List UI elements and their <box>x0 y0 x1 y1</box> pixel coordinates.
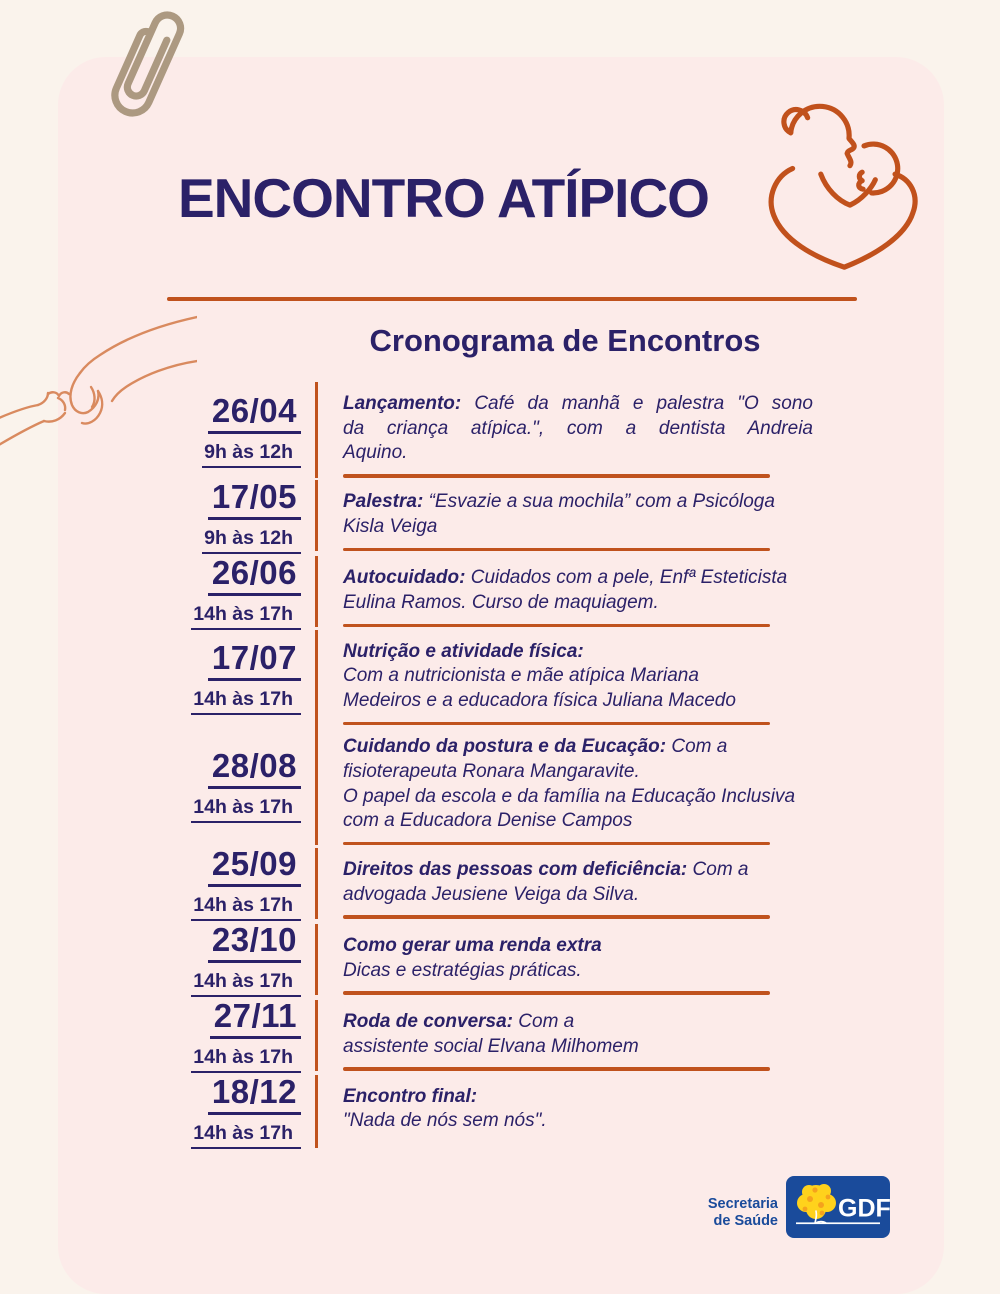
row-divider <box>343 721 770 726</box>
event-description: Lançamento: Café da manhã e palestra "O … <box>343 393 814 464</box>
event-description: Autocuidado: Cuidados com a pele, Enfª E… <box>343 567 788 613</box>
schedule-row-9: 18/12 14h às 17h Encontro final: "Nada de… <box>58 1073 814 1150</box>
event-time: 14h às 17h <box>191 970 301 998</box>
secretaria-de-saude-logo: Secretaria de Saúde <box>707 1196 778 1229</box>
schedule-row-3: 26/06 14h às 17h Autocuidado: Cuidados c… <box>58 554 814 630</box>
mother-head-line <box>788 103 857 169</box>
row-divider <box>343 474 770 478</box>
event-date: 26/06 <box>207 554 301 596</box>
row-divider <box>343 547 770 551</box>
event-description: Nutrição e atividade física: Com a nutric… <box>343 640 736 711</box>
header-divider <box>167 297 857 301</box>
event-description: Roda de conversa: Com a assistente social… <box>343 1010 639 1057</box>
event-date: 28/08 <box>207 747 301 790</box>
event-time: 14h às 17h <box>191 688 301 716</box>
event-time: 14h às 17h <box>191 894 301 922</box>
event-date: 18/12 <box>207 1073 301 1116</box>
event-description: Direitos das pessoas com deficiência: Co… <box>343 858 749 905</box>
schedule-list: 26/04 9h às 12h Lançamento: Café da manh… <box>58 382 814 1150</box>
event-date: 17/05 <box>207 478 301 520</box>
event-description: Encontro final: "Nada de nós sem nós". <box>343 1085 547 1132</box>
schedule-row-6: 25/09 14h às 17h Direitos das pessoas co… <box>58 845 814 922</box>
holding-hands-icon <box>0 315 197 446</box>
event-description: Como gerar uma renda extra Dicas e estrat… <box>343 934 602 981</box>
schedule-row-1: 26/04 9h às 12h Lançamento: Café da manh… <box>58 382 814 478</box>
schedule-row-4: 17/07 14h às 17h Nutrição e atividade fí… <box>58 629 814 726</box>
event-date: 27/11 <box>209 997 301 1040</box>
event-date: 25/09 <box>207 845 301 888</box>
row-divider <box>343 915 770 919</box>
event-time: 9h às 12h <box>202 441 301 468</box>
heart-body-line <box>768 165 918 270</box>
inner-heart-arm-line <box>818 171 878 208</box>
event-date: 23/10 <box>207 921 301 964</box>
row-divider <box>343 991 770 995</box>
event-time: 14h às 17h <box>191 796 301 824</box>
event-time: 14h às 17h <box>191 1046 301 1074</box>
event-date: 26/04 <box>207 392 301 434</box>
page-title: ENCONTRO ATÍPICO <box>178 167 710 229</box>
schedule-title: Cronograma de Encontros <box>369 323 761 358</box>
schedule-row-8: 27/11 14h às 17h Roda de conversa: Com a… <box>58 997 814 1074</box>
schedule-row-7: 23/10 14h às 17h Como gerar uma renda ex… <box>58 921 814 998</box>
poster-card <box>58 57 944 1294</box>
row-divider <box>343 841 770 846</box>
event-date: 17/07 <box>207 639 301 682</box>
schedule-row-5: 28/08 14h às 17h Cuidando da postura e d… <box>58 725 814 846</box>
row-divider <box>343 1067 770 1071</box>
event-time: 14h às 17h <box>191 603 301 630</box>
schedule-row-2: 17/05 9h às 12h Palestra: “Esvazie a sua… <box>58 478 814 554</box>
mother-and-child-icon <box>768 103 918 270</box>
baby-face-line <box>856 169 866 192</box>
row-divider <box>343 623 770 627</box>
event-time: 14h às 17h <box>191 1122 301 1150</box>
gdf-logo: GDF <box>786 1176 890 1238</box>
gdf-label: GDF <box>838 1195 890 1223</box>
ipe-tree-icon <box>797 1184 836 1224</box>
event-time: 9h às 12h <box>202 527 301 554</box>
event-description: Palestra: “Esvazie a sua mochila” com a … <box>343 491 775 537</box>
paperclip-icon <box>111 11 185 117</box>
baby-head-line <box>861 141 901 196</box>
